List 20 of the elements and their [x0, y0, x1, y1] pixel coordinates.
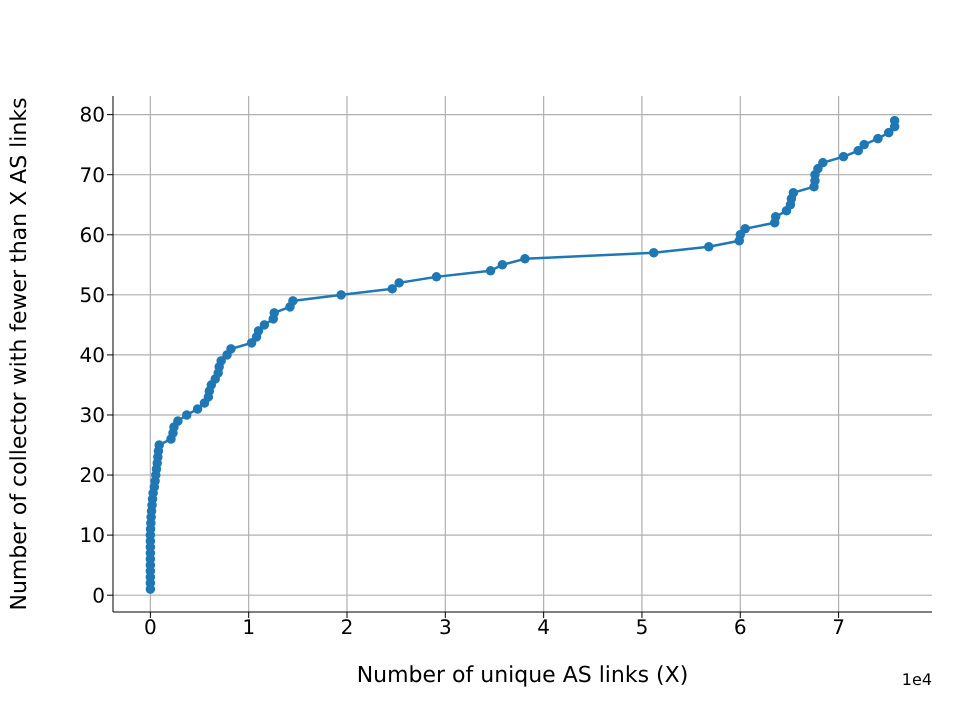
x-tick-label: 5	[636, 615, 648, 640]
y-tick-label: 0	[92, 583, 105, 608]
y-tick-label: 20	[80, 463, 105, 488]
y-tick-label: 30	[80, 403, 105, 428]
x-tick-label: 7	[832, 615, 845, 640]
x-tick-label: 1	[242, 615, 256, 640]
x-tick-label: 6	[734, 615, 747, 640]
y-tick-label: 80	[80, 102, 105, 127]
x-tick-label: 0	[144, 615, 157, 640]
y-axis-title: Number of collector with fewer than X AS links	[6, 97, 32, 611]
text: 1e4	[902, 670, 932, 689]
y-tick-label: 70	[80, 162, 105, 187]
y-tick-label: 60	[80, 222, 105, 247]
y-tick-label: 50	[80, 282, 105, 307]
x-tick-label: 2	[340, 615, 354, 640]
y-tick-label: 10	[80, 523, 105, 548]
y-tick-label: 40	[80, 343, 105, 367]
x-tick-label: 4	[537, 615, 550, 640]
x-tick-label: 3	[438, 615, 452, 640]
x-axis-title: Number of unique AS links (X)	[356, 663, 688, 688]
